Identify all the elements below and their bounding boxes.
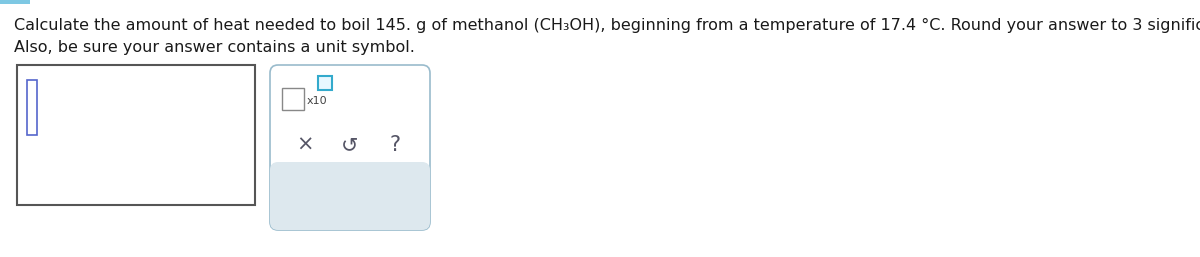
Text: Also, be sure your answer contains a unit symbol.: Also, be sure your answer contains a uni… (14, 40, 415, 55)
Text: ?: ? (390, 135, 401, 155)
Text: x10: x10 (307, 96, 328, 106)
Text: ×: × (296, 135, 313, 155)
Bar (282, 88, 304, 110)
Bar (28, 80, 37, 135)
Bar (0, 0, 30, 4)
Text: ↺: ↺ (341, 135, 359, 155)
FancyBboxPatch shape (270, 65, 430, 230)
Text: Calculate the amount of heat needed to boil 145. g of methanol (CH₃OH), beginnin: Calculate the amount of heat needed to b… (14, 18, 1200, 33)
Bar (17, 65, 256, 205)
FancyBboxPatch shape (270, 162, 430, 230)
Bar (318, 76, 332, 90)
